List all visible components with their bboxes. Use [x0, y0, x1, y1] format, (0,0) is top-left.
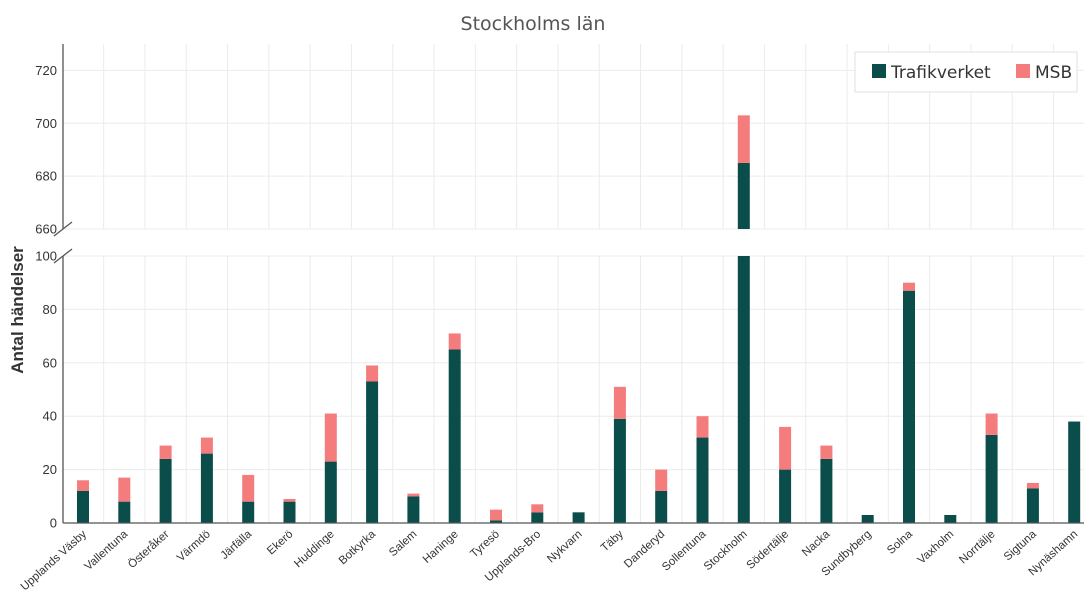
bar-msb [696, 416, 709, 438]
bar-msb [903, 282, 915, 291]
x-tick-label: Vallentuna [83, 528, 131, 573]
x-tick-label: Järfälla [219, 528, 255, 562]
bars [77, 115, 1081, 523]
bar-trafikverket [283, 501, 296, 523]
bar-trafikverket [159, 458, 172, 523]
bar-msb [283, 498, 296, 502]
x-tick-label: Sigtuna [1002, 528, 1039, 563]
bar-msb [1026, 482, 1039, 489]
bar-trafikverket-upper [737, 162, 750, 229]
x-tick-label: Stockholm [702, 528, 750, 573]
x-tick-label: Ekerö [265, 528, 295, 557]
x-tick-label: Haninge [421, 528, 461, 566]
legend-swatch-trafikverket [872, 64, 886, 78]
bar-msb [200, 437, 213, 454]
bar-trafikverket [490, 520, 502, 523]
axis-break-mark [53, 221, 73, 237]
bar-trafikverket [572, 512, 585, 523]
y-tick-label: 80 [43, 302, 57, 317]
y-tick-label: 680 [35, 169, 57, 184]
bar-trafikverket [861, 514, 874, 523]
x-tick-label: Värmdö [175, 528, 213, 564]
x-tick-label: Sollentuna [660, 528, 709, 574]
axis-break-mark [53, 248, 73, 264]
axes [53, 44, 1084, 524]
bar-trafikverket [613, 418, 626, 523]
bar-trafikverket [655, 490, 668, 523]
bar-trafikverket [407, 496, 420, 523]
y-tick-label: 660 [35, 222, 57, 237]
bar-msb [77, 480, 89, 491]
bar-msb [324, 413, 337, 462]
bar-trafikverket [242, 501, 255, 523]
x-tick-label: Nacka [800, 528, 833, 559]
bar-trafikverket [77, 490, 89, 523]
legend-label-trafikverket: Trafikverket [890, 63, 991, 83]
bar-msb [159, 445, 172, 459]
y-tick-label: 20 [43, 462, 57, 477]
y-tick-label: 700 [35, 116, 57, 131]
x-tick-label: Österåker [126, 528, 172, 571]
y-tick-labels: 0 20 40 60 80 100 660 680 700 720 [35, 63, 57, 531]
bar-msb [448, 333, 461, 350]
legend-swatch-msb [1016, 64, 1030, 78]
bar-trafikverket [448, 349, 461, 523]
bar-msb [613, 386, 626, 419]
bar-trafikverket [324, 461, 337, 523]
bar-trafikverket [1026, 488, 1039, 523]
x-tick-label: Huddinge [292, 528, 337, 570]
chart-title: Stockholms län [461, 13, 606, 35]
x-tick-label: Solna [885, 528, 915, 557]
legend-label-msb: MSB [1035, 63, 1072, 83]
x-tick-label: Täby [599, 528, 626, 554]
bar-msb [737, 115, 750, 163]
bar-msb [820, 445, 833, 459]
bar-trafikverket [779, 469, 792, 523]
y-axis-label: Antal händelser [8, 246, 27, 374]
y-tick-label: 100 [35, 249, 57, 264]
x-tick-label: Vaxholm [916, 528, 957, 566]
bar-trafikverket [696, 437, 709, 523]
legend-box [854, 51, 1078, 93]
bar-trafikverket [118, 501, 131, 523]
bar-trafikverket [820, 458, 833, 523]
gridlines [63, 44, 1084, 524]
bar-trafikverket [737, 256, 750, 523]
x-tick-label: Tyresö [468, 528, 502, 560]
bar-trafikverket [366, 381, 379, 523]
bar-msb [242, 474, 255, 502]
bar-msb [531, 504, 544, 513]
bar-trafikverket [1068, 421, 1081, 523]
bar-msb [118, 477, 131, 502]
legend: Trafikverket MSB [854, 51, 1078, 93]
x-tick-label: Upplands Väsby [19, 528, 89, 593]
bar-msb [366, 365, 379, 382]
x-tick-label: Norrtälje [957, 528, 997, 566]
y-tick-label: 0 [50, 516, 57, 531]
bar-msb [490, 509, 502, 521]
y-tick-label: 40 [43, 409, 57, 424]
bar-msb [779, 426, 792, 470]
x-tick-label: Salem [387, 528, 419, 559]
x-tick-label: Nykvarn [545, 528, 584, 565]
x-tick-label: Södertälje [745, 528, 792, 572]
bar-trafikverket [985, 434, 998, 523]
bar-trafikverket [944, 514, 957, 523]
bar-msb [655, 469, 668, 491]
bar-trafikverket [903, 290, 915, 523]
y-tick-label: 60 [43, 355, 57, 370]
x-tick-label: Botkyrka [337, 528, 379, 567]
bar-trafikverket [200, 453, 213, 523]
bar-trafikverket [531, 512, 544, 523]
y-tick-label: 720 [35, 63, 57, 78]
bar-msb [985, 413, 998, 435]
bar-msb [407, 493, 420, 497]
